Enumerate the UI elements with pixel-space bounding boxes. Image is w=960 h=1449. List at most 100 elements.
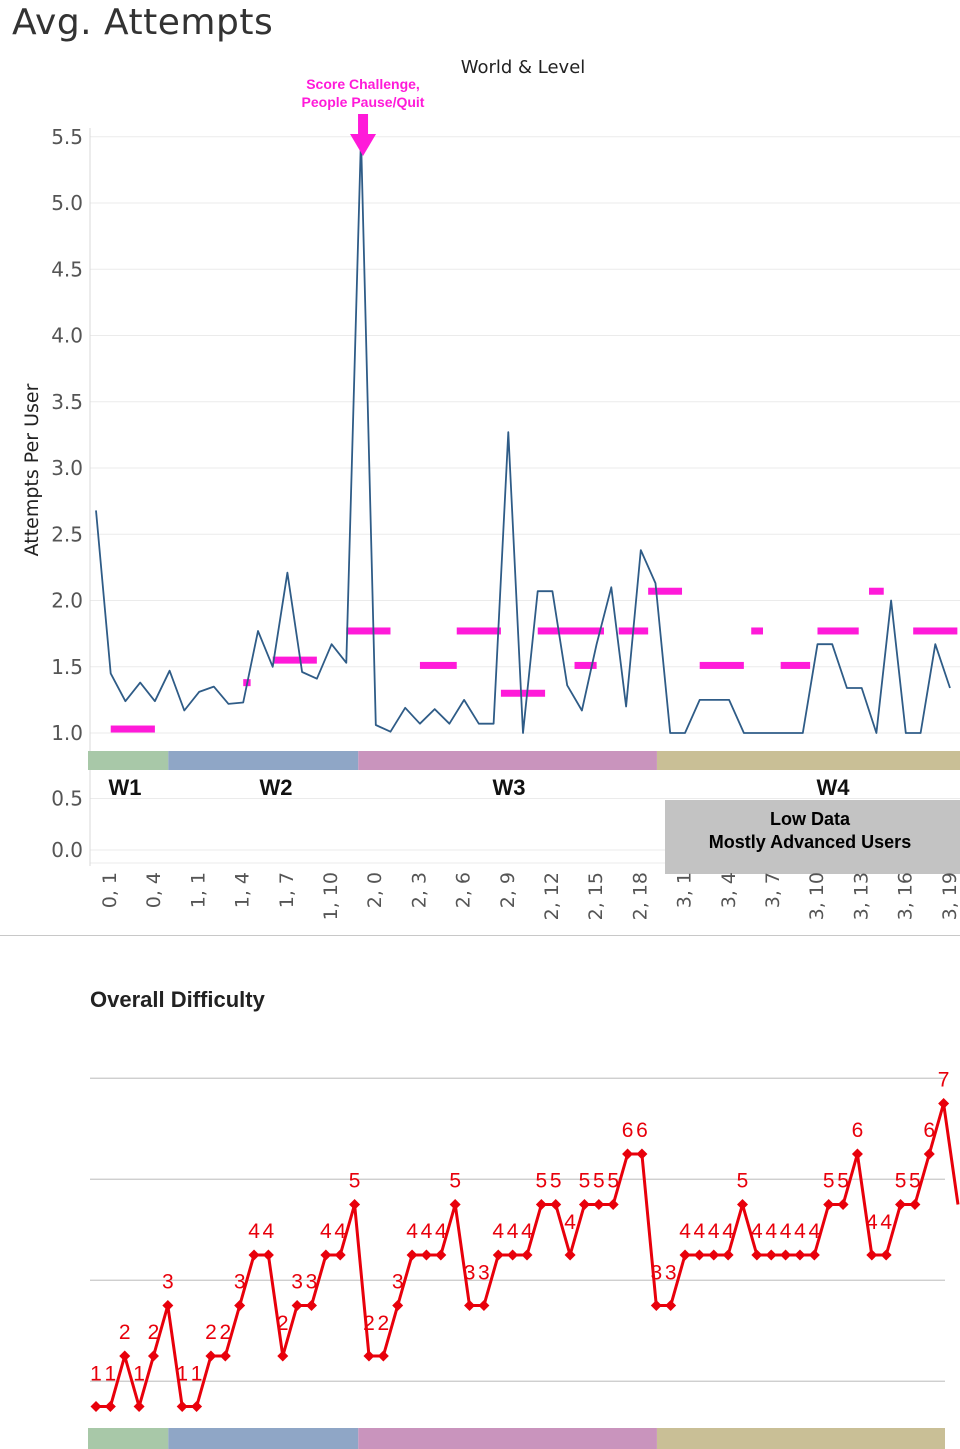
- difficulty-point: [837, 1199, 849, 1210]
- difficulty-label: 6: [852, 1119, 864, 1142]
- x-tick-label: 1, 1: [187, 872, 209, 908]
- difficulty-point: [492, 1249, 504, 1261]
- difficulty-label: 2: [219, 1321, 231, 1344]
- difficulty-label: 3: [162, 1271, 174, 1294]
- attempts-chart: 0.0 0.5 1.0 1.5 2.0 2.5 3.0 3.5 4.0 4.5 5.0 5.5 Atte…: [21, 57, 960, 920]
- difficulty-label: 2: [363, 1312, 375, 1335]
- difficulty-point: [420, 1249, 432, 1261]
- difficulty-point: [349, 1199, 361, 1210]
- difficulty-point: [406, 1249, 418, 1261]
- difficulty-point: [392, 1300, 404, 1311]
- avg-marker: [110, 725, 155, 733]
- difficulty-label: 4: [248, 1220, 260, 1243]
- difficulty-point: [823, 1199, 835, 1210]
- difficulty-point: [176, 1401, 188, 1412]
- y-tick-label: 5.5: [51, 125, 83, 149]
- difficulty-label: 5: [737, 1170, 749, 1193]
- difficulty-label: 1: [133, 1363, 145, 1386]
- world-band-w2: [168, 751, 359, 770]
- difficulty-label: 2: [277, 1312, 289, 1335]
- avg-marker: [346, 627, 391, 635]
- difficulty-label: 2: [148, 1321, 160, 1344]
- difficulty-label: 3: [392, 1271, 404, 1294]
- y-axis-title: Attempts Per User: [21, 383, 43, 556]
- attempts-line: [95, 135, 951, 734]
- difficulty-label: 1: [176, 1363, 188, 1386]
- x-tick-label: 3, 7: [762, 872, 784, 908]
- difficulty-label: 3: [478, 1262, 490, 1285]
- difficulty-point: [765, 1249, 777, 1261]
- x-tick-label: 1, 10: [320, 872, 342, 920]
- x-tick-label: 2, 0: [364, 872, 386, 908]
- avg-marker: [780, 661, 811, 669]
- difficulty-label: 4: [780, 1220, 792, 1243]
- avg-marker: [817, 627, 859, 635]
- difficulty-point: [449, 1199, 461, 1210]
- difficulty-point: [808, 1249, 820, 1261]
- difficulty-label: 5: [823, 1170, 835, 1193]
- low-data-note-line1: Low Data: [770, 809, 851, 829]
- difficulty-point: [780, 1249, 792, 1261]
- avg-marker: [751, 627, 764, 635]
- difficulty-label: 5: [593, 1170, 605, 1193]
- difficulty-point: [464, 1300, 476, 1311]
- avg-marker: [913, 627, 958, 635]
- difficulty-point: [248, 1249, 260, 1261]
- x-tick-label: 3, 13: [850, 872, 872, 920]
- difficulty-label: 5: [536, 1170, 548, 1193]
- difficulty-label: 1: [105, 1363, 117, 1386]
- difficulty-point: [119, 1350, 131, 1362]
- difficulty-point: [622, 1148, 634, 1160]
- difficulty-point: [751, 1249, 763, 1261]
- avg-marker: [419, 661, 457, 669]
- difficulty-point: [708, 1249, 720, 1261]
- difficulty-point: [909, 1199, 921, 1210]
- difficulty-label: 5: [607, 1170, 619, 1193]
- low-data-box: [665, 800, 960, 874]
- difficulty-point: [564, 1249, 576, 1261]
- low-data-note-line2: Mostly Advanced Users: [709, 832, 911, 852]
- world-band-w4: [656, 1428, 945, 1449]
- world-label-w1: W1: [109, 775, 142, 800]
- difficulty-point: [693, 1249, 705, 1261]
- y-tick-label: 5.0: [51, 191, 83, 215]
- page-title: Avg. Attempts: [12, 2, 274, 43]
- x-tick-label: 2, 6: [453, 872, 475, 908]
- difficulty-label: 5: [449, 1170, 461, 1193]
- difficulty-label: 4: [564, 1211, 576, 1234]
- avg-marker: [500, 689, 546, 697]
- difficulty-point: [851, 1148, 863, 1160]
- difficulty-point: [521, 1249, 533, 1261]
- difficulty-label: 6: [636, 1119, 648, 1142]
- y-tick-label: 4.0: [51, 324, 83, 348]
- annotation-arrow: [350, 114, 377, 156]
- difficulty-label: 5: [579, 1170, 591, 1193]
- difficulty-point: [219, 1350, 231, 1362]
- difficulty-point: [535, 1199, 547, 1210]
- difficulty-point: [607, 1199, 619, 1210]
- x-tick-label: 3, 16: [895, 872, 917, 920]
- difficulty-label: 4: [521, 1220, 533, 1243]
- difficulty-point: [866, 1249, 878, 1261]
- difficulty-point: [593, 1199, 605, 1210]
- y-tick-label: 1.5: [51, 655, 83, 679]
- difficulty-label: 4: [751, 1220, 763, 1243]
- difficulty-label: 5: [349, 1170, 361, 1193]
- section-divider: [0, 935, 960, 936]
- avg-marker: [648, 587, 683, 595]
- difficulty-point: [636, 1148, 648, 1160]
- difficulty-label: 2: [377, 1312, 389, 1335]
- difficulty-label: 4: [765, 1220, 777, 1243]
- difficulty-point: [363, 1350, 375, 1362]
- difficulty-point: [679, 1249, 691, 1261]
- difficulty-label: 5: [837, 1170, 849, 1193]
- difficulty-point: [291, 1300, 303, 1311]
- difficulty-label: 4: [507, 1220, 519, 1243]
- difficulty-label: 4: [263, 1220, 275, 1243]
- difficulty-point: [895, 1199, 907, 1210]
- y-tick-label: 4.5: [51, 257, 83, 281]
- difficulty-label: 6: [622, 1119, 634, 1142]
- difficulty-point: [665, 1300, 677, 1311]
- world-label-w4: W4: [817, 775, 851, 800]
- x-tick-label: 3, 19: [939, 872, 960, 920]
